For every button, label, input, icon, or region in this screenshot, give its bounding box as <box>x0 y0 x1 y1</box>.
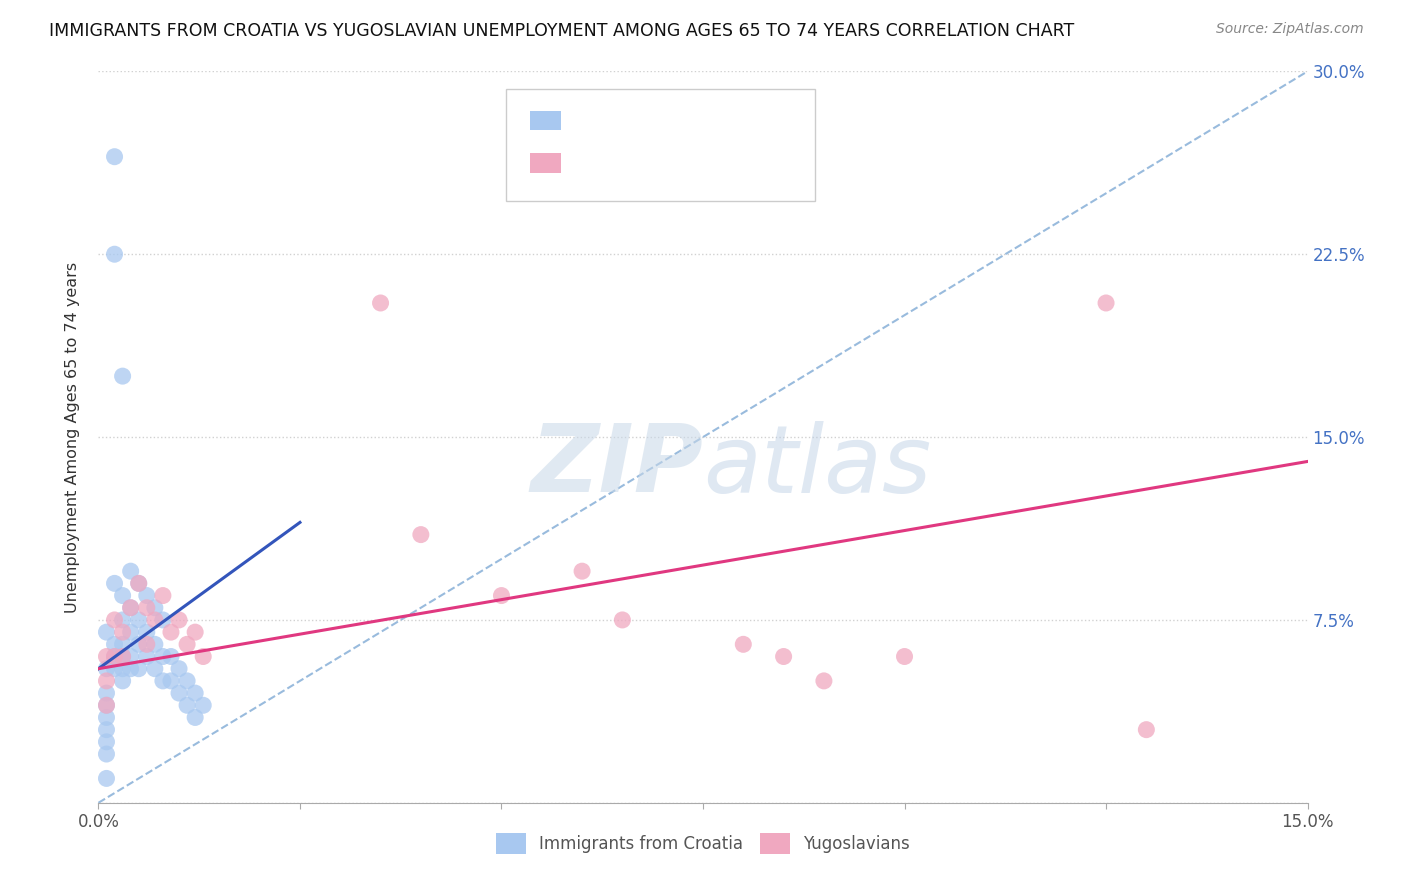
Point <box>193 698 215 713</box>
Point <box>96 698 118 713</box>
Point <box>128 576 150 591</box>
Text: 49: 49 <box>720 112 745 129</box>
Point <box>1095 296 1118 310</box>
Point <box>1135 723 1157 737</box>
Point <box>135 649 157 664</box>
Point <box>612 613 634 627</box>
Point <box>128 637 150 651</box>
Point <box>143 637 166 651</box>
Point <box>152 649 174 664</box>
Point <box>152 613 174 627</box>
Text: IMMIGRANTS FROM CROATIA VS YUGOSLAVIAN UNEMPLOYMENT AMONG AGES 65 TO 74 YEARS CO: IMMIGRANTS FROM CROATIA VS YUGOSLAVIAN U… <box>49 22 1074 40</box>
Point <box>103 247 125 261</box>
Point <box>111 649 134 664</box>
Point <box>152 589 174 603</box>
Point <box>120 649 142 664</box>
Point <box>103 649 125 664</box>
Point <box>193 649 215 664</box>
Point <box>176 637 198 651</box>
Point <box>103 613 125 627</box>
Point <box>96 698 118 713</box>
Point <box>167 613 190 627</box>
Point <box>143 613 166 627</box>
Point <box>135 589 157 603</box>
Text: ZIP: ZIP <box>530 420 703 512</box>
Point <box>96 772 118 786</box>
Point <box>143 600 166 615</box>
Point <box>111 649 134 664</box>
Text: 0.392: 0.392 <box>613 154 669 172</box>
Point <box>128 662 150 676</box>
Point <box>111 369 134 384</box>
Y-axis label: Unemployment Among Ages 65 to 74 years: Unemployment Among Ages 65 to 74 years <box>65 261 80 613</box>
Point <box>176 673 198 688</box>
Point <box>111 662 134 676</box>
Text: N =: N = <box>681 154 720 172</box>
Point <box>111 673 134 688</box>
Point <box>120 564 142 578</box>
Text: 0.162: 0.162 <box>613 112 669 129</box>
Text: 29: 29 <box>720 154 745 172</box>
Point <box>128 613 150 627</box>
Point <box>96 747 118 761</box>
Text: R =: R = <box>572 154 612 172</box>
Point <box>409 527 432 541</box>
Text: atlas: atlas <box>703 421 931 512</box>
Text: R =: R = <box>572 112 612 129</box>
Point <box>733 637 755 651</box>
Point <box>184 710 207 724</box>
Point <box>152 673 174 688</box>
Point <box>96 723 118 737</box>
Point <box>184 625 207 640</box>
Point <box>96 710 118 724</box>
Point <box>135 625 157 640</box>
Text: N =: N = <box>681 112 720 129</box>
Point <box>120 662 142 676</box>
Point <box>103 576 125 591</box>
Point <box>128 576 150 591</box>
Point <box>111 613 134 627</box>
Point <box>103 637 125 651</box>
Point <box>111 637 134 651</box>
Point <box>176 698 198 713</box>
Text: Source: ZipAtlas.com: Source: ZipAtlas.com <box>1216 22 1364 37</box>
Point <box>167 662 190 676</box>
Point <box>772 649 794 664</box>
Point <box>571 564 593 578</box>
Point <box>120 600 142 615</box>
Point <box>143 662 166 676</box>
Legend: Immigrants from Croatia, Yugoslavians: Immigrants from Croatia, Yugoslavians <box>489 827 917 860</box>
Point <box>893 649 915 664</box>
Point <box>111 625 134 640</box>
Point <box>491 589 513 603</box>
Point <box>96 686 118 700</box>
Point <box>96 649 118 664</box>
Point <box>103 150 125 164</box>
Point <box>160 673 183 688</box>
Point <box>111 589 134 603</box>
Point <box>160 649 183 664</box>
Point <box>103 649 125 664</box>
Point <box>120 600 142 615</box>
Point <box>167 686 190 700</box>
Point <box>160 625 183 640</box>
Point <box>96 625 118 640</box>
Point <box>135 637 157 651</box>
Point <box>96 735 118 749</box>
Point <box>370 296 392 310</box>
Point <box>813 673 835 688</box>
Point <box>184 686 207 700</box>
Point <box>135 600 157 615</box>
Point <box>96 673 118 688</box>
Point <box>120 625 142 640</box>
Point <box>96 662 118 676</box>
Point <box>103 662 125 676</box>
